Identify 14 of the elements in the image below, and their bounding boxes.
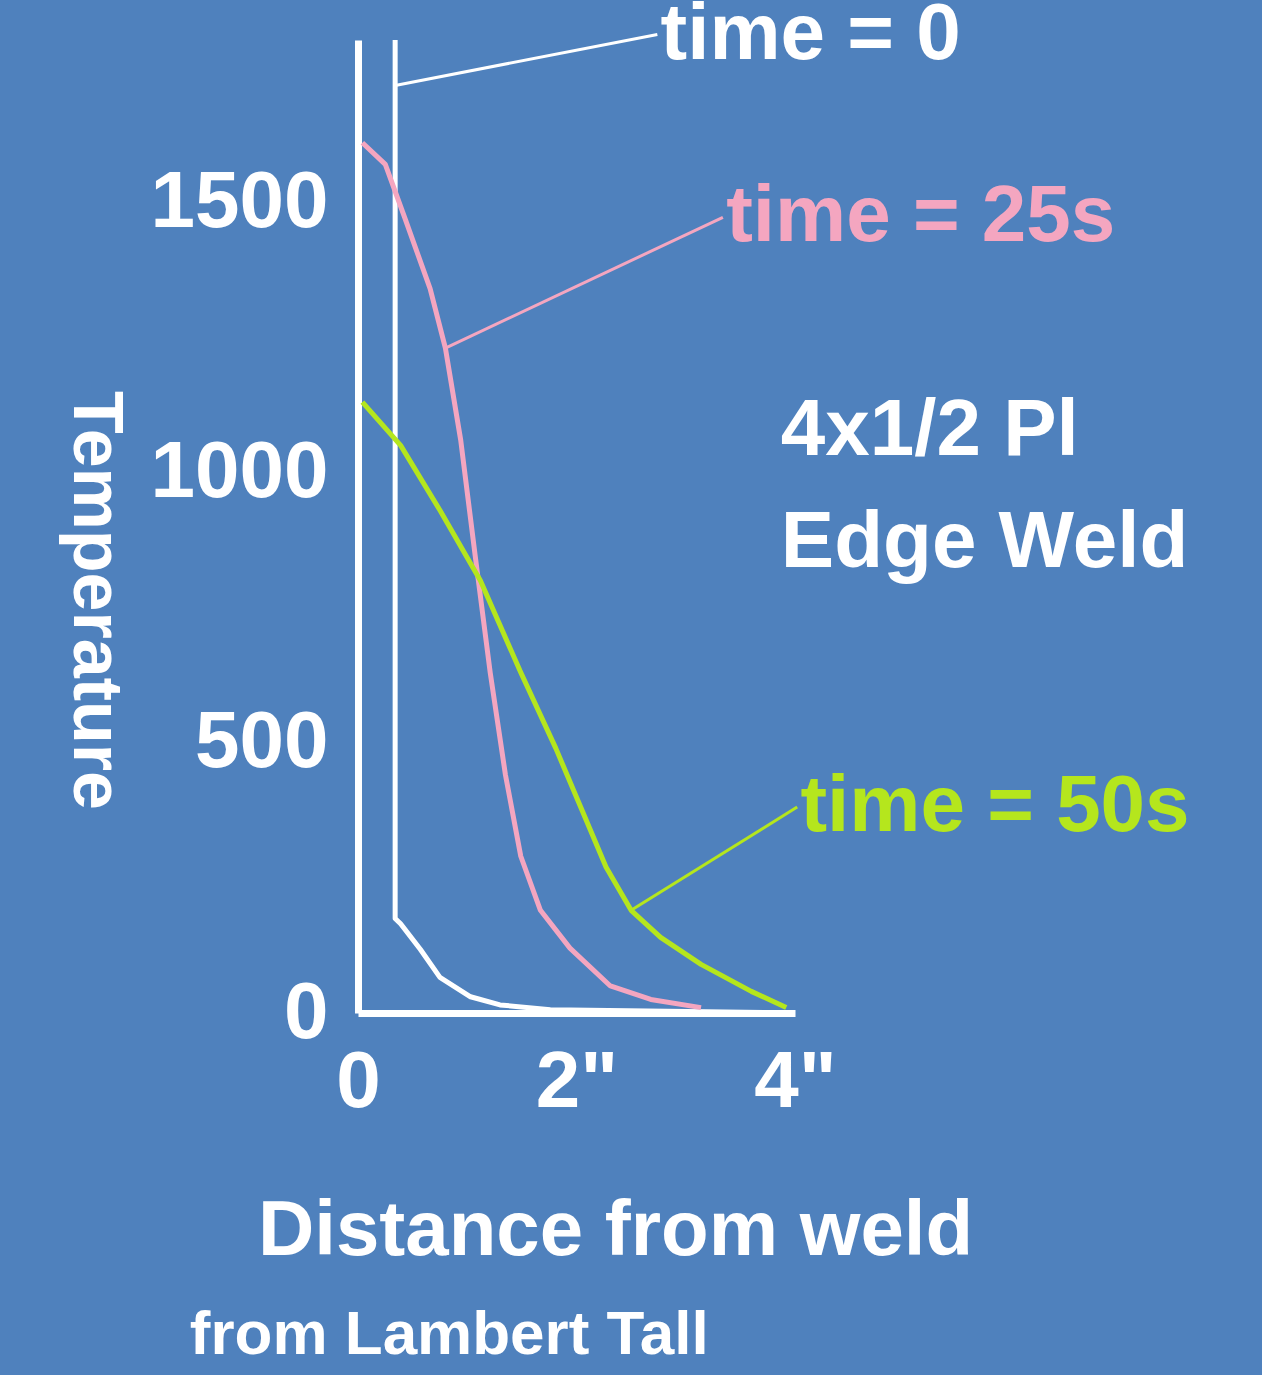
y-axis-title: Temperature xyxy=(58,391,137,810)
x-tick-label: 2" xyxy=(535,1034,619,1124)
x-axis-title: Distance from weld xyxy=(257,1183,974,1272)
y-tick-label: 1000 xyxy=(150,424,329,514)
text: time = 25s xyxy=(726,169,1116,259)
x-tick-label: 4" xyxy=(754,1034,837,1124)
annotation: 4x1/2 Pl xyxy=(780,382,1079,472)
y-tick-label: 500 xyxy=(195,695,329,785)
legend-label: time = 0 xyxy=(660,0,961,76)
text: from Lambert Tall xyxy=(189,1297,709,1367)
y-tick-label: 1500 xyxy=(150,154,329,244)
annotation: Edge Weld xyxy=(780,494,1189,584)
legend-label: time = 50s xyxy=(800,759,1190,849)
y-tick-label: 0 xyxy=(284,965,329,1055)
